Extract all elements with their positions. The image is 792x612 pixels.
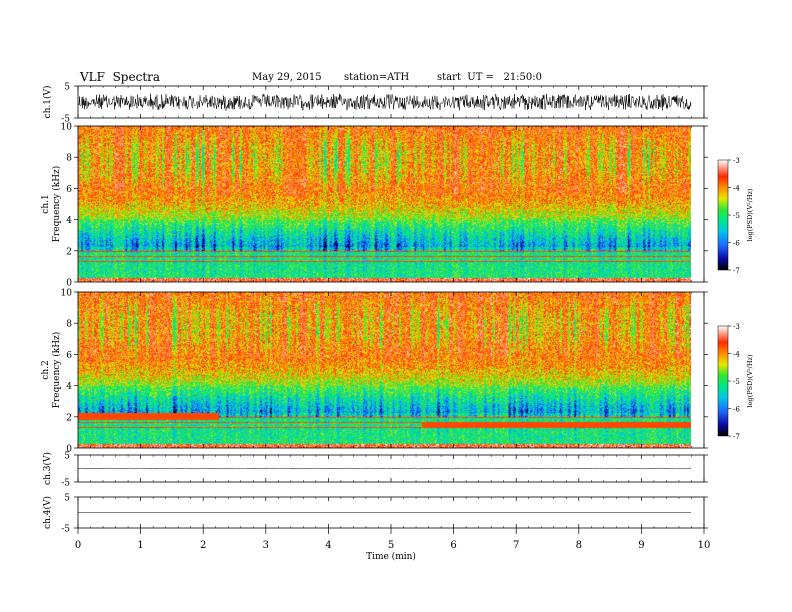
ch2-spec-ytick-label: 0 xyxy=(66,445,72,455)
ch1-wave-ytick-label: -5 xyxy=(61,115,70,125)
ch2-spec-channel-label: ch.2 xyxy=(41,360,51,379)
ch1-spec-colorbar-tick-label: -3 xyxy=(733,157,740,165)
xtick-label: 2 xyxy=(200,540,206,551)
ch1-spec-ytick-label: 0 xyxy=(66,279,72,289)
x-axis-label: Time (min) xyxy=(366,551,416,562)
ch2-spec-ytick-label: 8 xyxy=(66,320,72,330)
ch3-wave-ytick-label: 5 xyxy=(64,452,70,462)
ch2-spec-colorbar-tick-label: -3 xyxy=(733,323,740,331)
xtick-label: 0 xyxy=(75,540,81,551)
ch2-spec-ytick-label: 2 xyxy=(66,413,72,423)
date-label: May 29, 2015 xyxy=(252,72,322,83)
ch1-spec-image xyxy=(78,126,691,282)
xtick-label: 9 xyxy=(638,540,644,551)
ch1-wave-ylabel: ch.1(V) xyxy=(42,86,53,119)
xtick-label: 5 xyxy=(388,540,394,551)
xtick-label: 3 xyxy=(263,540,269,551)
ch2-spec-ytick-label: 4 xyxy=(66,382,72,392)
ch1-spec-ytick-label: 8 xyxy=(66,154,72,164)
xtick-label: 4 xyxy=(325,540,331,551)
ch2-spec-colorbar-label: log(PSD)(V²/Hz) xyxy=(746,354,754,407)
ch2-spec-image xyxy=(78,292,691,448)
ch3-wave-trace xyxy=(78,467,692,470)
xtick-label: 1 xyxy=(137,540,143,551)
ch4-wave-ytick-label: -5 xyxy=(61,525,70,535)
ch1-spec-ytick-label: 2 xyxy=(66,247,72,257)
ch1-wave-trace xyxy=(77,93,692,111)
ch1-spec-colorbar-tick-label: -4 xyxy=(733,185,740,193)
ch1-spec-ytick-label: 4 xyxy=(66,216,72,226)
xtick-label: 6 xyxy=(450,540,456,551)
start-time-label: start UT = 21:50:0 xyxy=(437,72,543,83)
ch1-spec-ylabel: Frequency (kHz) xyxy=(51,166,62,243)
station-label: station=ATH xyxy=(344,72,410,83)
ch1-spec-colorbar-tick-label: -6 xyxy=(733,240,740,248)
chart-title: VLF Spectra xyxy=(80,70,161,84)
ch3-wave-ytick-label: -5 xyxy=(61,479,70,489)
ch3-wave-ylabel: ch.3(V) xyxy=(42,452,53,485)
ch1-spec-ytick-label: 6 xyxy=(66,185,72,195)
ch1-spec-colorbar-tick-label: -7 xyxy=(733,267,740,275)
ch1-spec-colorbar-tick-label: -5 xyxy=(733,212,740,220)
ch1-wave-ytick-label: 5 xyxy=(64,83,70,93)
xtick-label: 7 xyxy=(513,540,519,551)
ch2-spec-ylabel: Frequency (kHz) xyxy=(51,332,62,409)
ch1-spec-colorbar-label: log(PSD)(V²/Hz) xyxy=(746,188,754,241)
ch4-wave-ylabel: ch.4(V) xyxy=(42,496,53,529)
ch1-spec-colorbar xyxy=(717,159,729,271)
ch4-wave-ytick-label: 5 xyxy=(64,494,70,504)
xtick-label: 8 xyxy=(576,540,582,551)
ch2-spec-colorbar-tick-label: -5 xyxy=(733,378,740,386)
ch2-spec-ytick-label: 6 xyxy=(66,351,72,361)
ch2-spec-colorbar xyxy=(717,325,729,437)
xtick-label: 10 xyxy=(698,540,711,551)
ch2-spec-colorbar-tick-label: -7 xyxy=(733,433,740,441)
ch1-spec-channel-label: ch.1 xyxy=(41,194,51,213)
ch2-spec-ytick-label: 10 xyxy=(61,289,73,299)
ch1-spec-ytick-label: 10 xyxy=(61,123,73,133)
ch2-spec-colorbar-tick-label: -4 xyxy=(733,351,740,359)
ch2-spec-colorbar-tick-label: -6 xyxy=(733,406,740,414)
